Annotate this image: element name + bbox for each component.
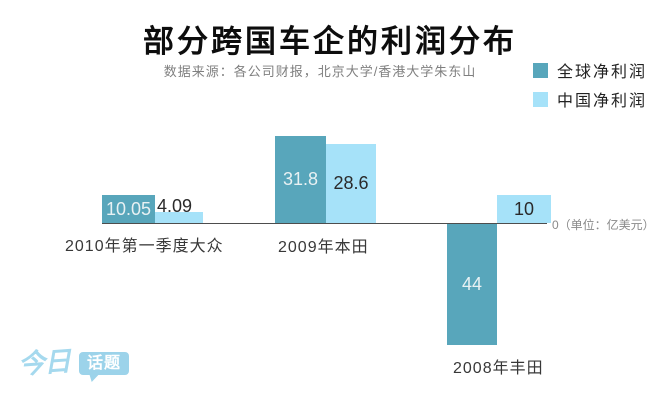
bar-global-profit-0: 10.05: [102, 195, 155, 223]
logo-huati-bubble: 话题: [79, 351, 130, 376]
category-label-1: 2009年本田: [278, 239, 369, 256]
legend-swatch-china: [533, 91, 548, 107]
bar-value-label: 31.8: [282, 169, 319, 189]
legend-label-global: 全球净利润: [557, 64, 648, 81]
category-label-2: 2008年丰田: [453, 360, 544, 377]
logo-jinri-text: 今日: [16, 346, 71, 380]
today-topic-logo: 今日 话题: [16, 346, 130, 380]
axis-unit-label: 0（单位：亿美元）: [552, 218, 655, 232]
legend-swatch-global: [533, 62, 548, 78]
zero-axis-line: [102, 223, 547, 224]
chart-title: 部分跨国车企的利润分布: [143, 24, 517, 59]
bar-value-label: 44: [461, 274, 483, 294]
data-source-note: 数据来源：各公司财报，北京大学/香港大学朱东山: [163, 64, 477, 79]
bar-global-profit-1: 31.8: [275, 136, 326, 223]
bar-value-label: 4.09: [157, 196, 193, 216]
legend: 全球净利润 中国净利润: [533, 62, 647, 120]
legend-label-china: 中国净利润: [557, 93, 648, 110]
legend-item-global-profit: 全球净利润: [533, 62, 647, 81]
bar-china-profit-0: [155, 212, 203, 223]
bar-value-label: 10: [513, 198, 535, 219]
legend-item-china-profit: 中国净利润: [533, 91, 647, 110]
logo-huati-text: 话题: [87, 354, 122, 372]
bar-value-label: 28.6: [333, 173, 369, 193]
category-label-0: 2010年第一季度大众: [65, 238, 224, 255]
bar-global-profit-2: 44: [447, 224, 497, 345]
bar-china-profit-2: 10: [497, 195, 551, 223]
bar-china-profit-1: 28.6: [326, 144, 376, 223]
bar-value-label: 10.05: [105, 198, 152, 219]
